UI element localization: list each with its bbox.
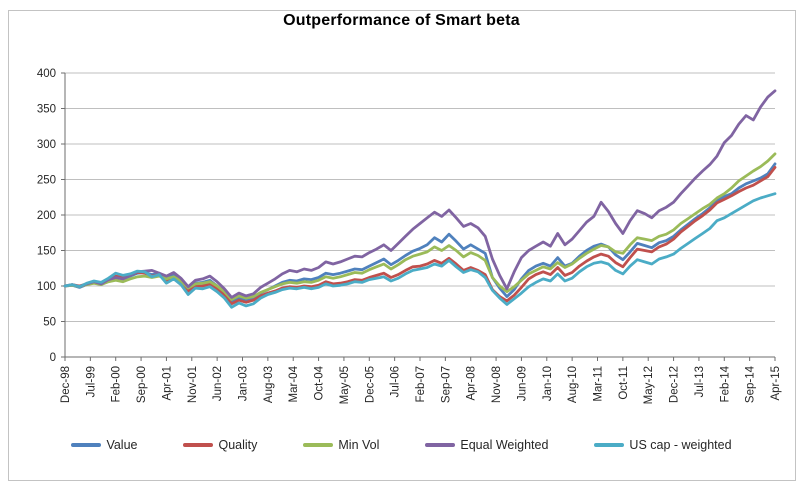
x-axis-label: Jan-10 — [542, 366, 554, 401]
legend-label-value: Value — [106, 438, 138, 452]
x-axis-label: Apr-01 — [161, 366, 173, 401]
x-axis-label: Dec-12 — [669, 366, 681, 403]
legend-label-us-cap-weighted: US cap - weighted — [629, 438, 732, 452]
x-axis-label: Jun-02 — [212, 366, 224, 401]
x-axis-label: Mar-04 — [288, 365, 300, 402]
x-axis-label: Feb-07 — [415, 366, 427, 402]
y-axis-label: 200 — [37, 210, 56, 222]
legend-swatch-us-cap-weighted — [594, 443, 625, 447]
x-axis-label: Mar-11 — [593, 366, 605, 402]
legend-swatch-equal-weighted — [425, 443, 456, 447]
x-axis-label: May-05 — [339, 366, 351, 404]
x-axis-label: Oct-11 — [618, 366, 630, 400]
legend-item-quality: Quality — [183, 438, 257, 452]
x-axis-label: Jul-99 — [85, 366, 97, 397]
x-axis-label: Dec-05 — [364, 366, 376, 403]
y-axis-label: 250 — [37, 175, 56, 187]
legend-label-equal-weighted: Equal Weighted — [460, 438, 549, 452]
y-axis-label: 150 — [37, 246, 56, 258]
legend-swatch-value — [71, 443, 102, 447]
y-axis-label: 50 — [43, 317, 56, 329]
y-axis-label: 100 — [37, 281, 56, 293]
x-axis-label: Apr-15 — [770, 366, 782, 401]
x-axis-label: Oct-04 — [314, 365, 326, 400]
x-axis-label: Feb-14 — [719, 365, 731, 402]
legend-item-value: Value — [71, 438, 137, 452]
chart-title: Outperformance of Smart beta — [283, 12, 520, 29]
x-axis-label: Sep-07 — [440, 366, 452, 403]
x-axis-label: Sep-00 — [136, 366, 148, 403]
legend-item-equal-weighted: Equal Weighted — [425, 438, 548, 452]
legend: Value Quality Min Vol Equal Weighted US cap … — [0, 438, 803, 452]
x-axis-label: Nov-01 — [187, 366, 199, 403]
x-axis-label: Dec-98 — [60, 366, 72, 403]
x-axis-label: Aug-10 — [567, 366, 579, 403]
x-axis-label: Jan-03 — [238, 366, 250, 401]
y-axis-label: 0 — [50, 352, 56, 364]
x-axis-label: Sep-14 — [745, 365, 757, 403]
series-line-equal-weighted — [63, 89, 777, 299]
y-axis-label: 350 — [37, 104, 56, 116]
legend-label-min-vol: Min Vol — [338, 438, 380, 452]
y-axis-label: 400 — [37, 68, 56, 80]
legend-swatch-quality — [183, 443, 214, 447]
x-axis-label: Feb-00 — [111, 366, 123, 402]
series-line-quality — [63, 165, 777, 306]
series-line-us-cap-weighted — [63, 192, 777, 309]
legend-item-us-cap-weighted: US cap - weighted — [594, 438, 732, 452]
legend-swatch-min-vol — [303, 443, 334, 447]
x-axis-label: Jul-13 — [694, 366, 706, 397]
legend-label-quality: Quality — [218, 438, 258, 452]
series-line-min-vol — [63, 152, 777, 301]
x-axis-label: Apr-08 — [466, 366, 478, 401]
x-axis-label: May-12 — [643, 366, 655, 404]
y-axis-label: 300 — [37, 139, 56, 151]
x-axis-label: Aug-03 — [263, 366, 275, 403]
legend-item-min-vol: Min Vol — [303, 438, 379, 452]
x-axis-label: Jul-06 — [390, 366, 402, 397]
x-axis-label: Nov-08 — [491, 366, 503, 403]
x-axis-label: Jun-09 — [516, 366, 528, 401]
